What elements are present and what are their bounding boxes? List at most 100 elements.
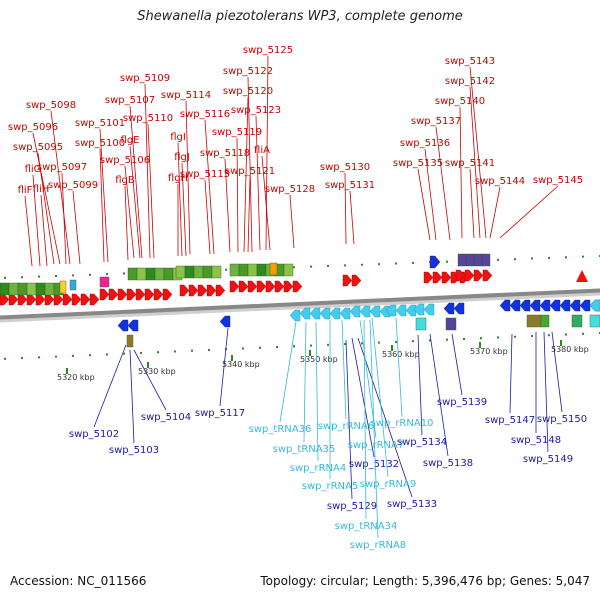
outer-ring-dot	[412, 261, 414, 264]
kbp-tick-label: 5320 kbp	[57, 373, 95, 382]
forward-gene-arrow	[8, 293, 19, 306]
forward-label: swp_5115	[180, 169, 230, 180]
forward-label-leader	[224, 158, 231, 253]
forward-label: swp_5100	[75, 138, 125, 149]
cog-box	[26, 282, 37, 296]
rna-gene-arrow	[349, 305, 361, 318]
rna-gene-arrow	[319, 307, 331, 320]
forward-label-leader	[247, 76, 253, 253]
inner-ring-dot	[565, 333, 567, 336]
inner-ring-dot	[429, 339, 431, 342]
rna-gene-arrow	[369, 305, 381, 318]
forward-label: swp_5142	[445, 76, 495, 87]
rna-label-leader	[369, 319, 379, 539]
reverse-label-leader	[509, 333, 513, 414]
rna-gene-arrow	[385, 304, 397, 317]
forward-label-leader	[344, 172, 347, 245]
forward-gene-arrow	[429, 255, 441, 269]
rna-label-leader	[363, 319, 367, 520]
reverse-label: swp_5147	[485, 415, 535, 426]
inner-ring-dot	[531, 334, 533, 337]
forward-label: swp_5106	[100, 155, 150, 166]
inner-ring-dot	[191, 349, 193, 352]
forward-gene-arrow	[89, 293, 100, 306]
inner-ring-dot	[378, 341, 380, 344]
outer-ring-dot	[531, 257, 533, 260]
forward-gene-arrow	[0, 293, 10, 306]
forward-gene-arrow	[71, 293, 82, 306]
forward-label: swp_5131	[325, 180, 375, 191]
forward-label: fliG	[25, 164, 42, 175]
rna-gene-arrow	[395, 304, 407, 317]
forward-label-leader	[469, 66, 487, 239]
cog-box	[269, 262, 278, 276]
inner-ring-dot	[344, 343, 346, 346]
forward-gene-arrow	[432, 271, 443, 284]
forward-label: swp_5096	[8, 122, 58, 133]
cog-box	[445, 317, 457, 331]
rna-label: swp_rRNA5	[302, 481, 358, 492]
reverse-gene-arrow	[519, 299, 531, 312]
forward-label-leader	[185, 100, 191, 255]
forward-label-leader	[99, 148, 105, 263]
forward-gene-arrow	[135, 288, 146, 301]
forward-label: flgI	[170, 132, 186, 143]
inner-ring-dot	[174, 350, 176, 353]
inner-ring-dot	[4, 357, 6, 360]
forward-gene-arrow	[26, 293, 37, 306]
forward-gene-arrow	[274, 280, 285, 293]
reverse-label-leader	[357, 337, 413, 498]
rna-label: swp_rRNA7	[348, 440, 404, 451]
reverse-gene-arrow	[529, 299, 541, 312]
reverse-label-leader	[93, 344, 127, 428]
forward-label: swp_5098	[26, 100, 76, 111]
inner-ring-dot	[89, 354, 91, 357]
reverse-label-leader	[133, 349, 167, 411]
forward-label-leader	[32, 132, 61, 265]
cog-box	[0, 282, 10, 296]
forward-gene-arrow	[62, 293, 73, 306]
genome-backbone	[0, 288, 600, 320]
outer-ring-dot	[344, 264, 346, 267]
forward-label: swp_5095	[13, 142, 63, 153]
cog-box	[283, 263, 294, 277]
cog-box	[540, 314, 550, 328]
inner-ring-dot	[480, 337, 482, 340]
forward-gene-arrow	[342, 274, 353, 287]
cog-box	[154, 267, 165, 281]
reverse-label-leader	[429, 333, 449, 457]
forward-gene-arrow	[423, 271, 434, 284]
inner-ring-dot	[242, 347, 244, 350]
forward-label-leader	[469, 86, 481, 239]
outer-ring-dot	[38, 275, 40, 278]
cog-box	[247, 263, 258, 277]
cog-box	[229, 263, 240, 277]
reverse-label: swp_5104	[141, 412, 191, 423]
reverse-label: swp_5148	[511, 435, 561, 446]
forward-label-leader	[99, 128, 109, 263]
reverse-gene-arrow	[219, 315, 231, 328]
kbp-tick-label: 5340 kbp	[222, 360, 260, 369]
cog-box	[69, 279, 77, 291]
inner-ring-dot	[395, 340, 397, 343]
cog-box	[238, 263, 249, 277]
forward-gene-arrow	[256, 280, 267, 293]
inner-ring-dot	[361, 342, 363, 345]
forward-gene-arrow	[35, 293, 46, 306]
rna-gene-arrow	[339, 307, 351, 320]
forward-label-leader	[265, 55, 269, 251]
forward-label: swp_5099	[48, 180, 98, 191]
reverse-label-leader	[451, 333, 463, 396]
rna-gene-arrow	[423, 303, 435, 316]
rna-gene-arrow	[299, 307, 311, 320]
rna-gene-arrow	[359, 305, 371, 318]
forward-label-leader	[247, 176, 251, 253]
reverse-label-leader	[219, 327, 229, 407]
forward-gene-arrow	[53, 293, 64, 306]
forward-gene-arrow	[283, 280, 294, 293]
forward-label: swp_5136	[400, 138, 450, 149]
map-title: Shewanella piezotolerans WP3, complete g…	[137, 9, 463, 24]
forward-label-leader	[144, 83, 151, 259]
rna-label: swp_rRNA4	[290, 463, 346, 474]
inner-ring-dot	[140, 351, 142, 354]
